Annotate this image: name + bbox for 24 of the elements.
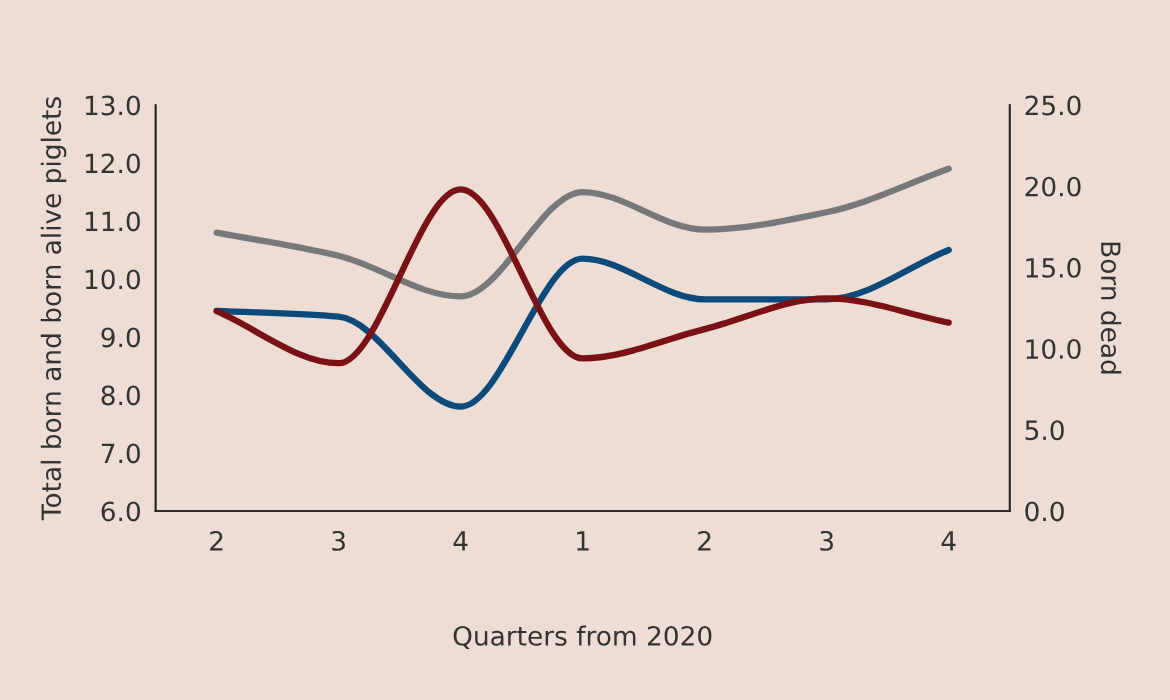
x-tick-label: 2 bbox=[210, 530, 223, 551]
x-tick-label: 4 bbox=[941, 531, 956, 551]
y-tick-label: 13.0 bbox=[85, 95, 140, 116]
y2-tick-label: 10.0 bbox=[1026, 339, 1081, 359]
y2-tick-label: 20.0 bbox=[1025, 176, 1081, 197]
y-tick-label: 9.0 bbox=[101, 327, 140, 348]
y-tick-label: 11.0 bbox=[85, 211, 140, 232]
y2-tick-label: 25.0 bbox=[1025, 95, 1081, 116]
y-tick-label: 6.0 bbox=[101, 501, 140, 522]
y-tick-label: 12.0 bbox=[85, 153, 140, 174]
x-tick-label: 2 bbox=[698, 530, 711, 551]
y2-tick-label: 0.0 bbox=[1025, 501, 1064, 522]
x-tick-label: 1 bbox=[577, 531, 589, 551]
y2-tick-label: 15.0 bbox=[1026, 257, 1081, 278]
y2-tick-label: 5.0 bbox=[1025, 420, 1064, 441]
y-axis-title: Total born and born alive piglets bbox=[40, 97, 67, 521]
x-tick-label: 3 bbox=[332, 530, 345, 551]
x-axis-title: Quarters from 2020 bbox=[453, 625, 712, 649]
y-tick-label: 8.0 bbox=[101, 385, 140, 406]
y-tick-label: 7.0 bbox=[101, 443, 140, 464]
x-tick-label: 3 bbox=[820, 530, 833, 551]
y-tick-label: 10.0 bbox=[85, 269, 140, 290]
x-tick-label: 4 bbox=[453, 531, 468, 551]
y2-axis-title: Born dead bbox=[1100, 242, 1122, 374]
